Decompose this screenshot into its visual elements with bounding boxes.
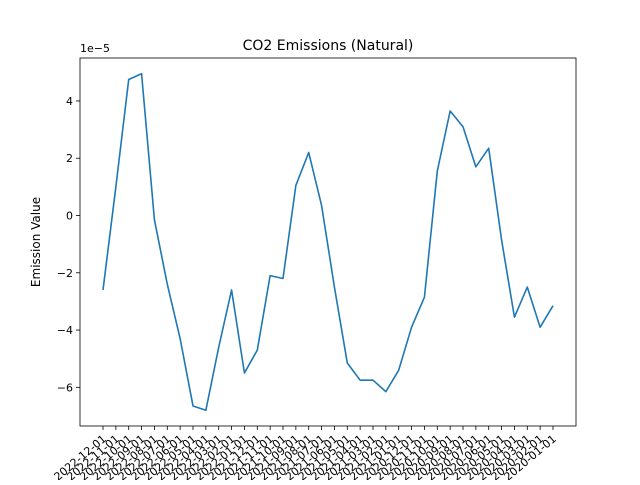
axes-frame: [79, 57, 577, 427]
y-tick-label: 0: [66, 210, 73, 223]
y-tick-label: 2: [66, 152, 73, 165]
y-tick-label: −4: [57, 324, 73, 337]
plot-area: −6−4−20242022-12-012022-11-012022-10-012…: [52, 57, 577, 483]
y-tick-label: 4: [66, 95, 73, 108]
series-line: [102, 72, 554, 412]
y-axis-label: Emission Value: [29, 197, 43, 287]
y-tick-label: −6: [57, 381, 73, 394]
y-tick-label: −2: [57, 267, 73, 280]
chart-title: CO2 Emissions (Natural): [243, 38, 414, 54]
y-offset-label: 1e−5: [80, 42, 110, 55]
